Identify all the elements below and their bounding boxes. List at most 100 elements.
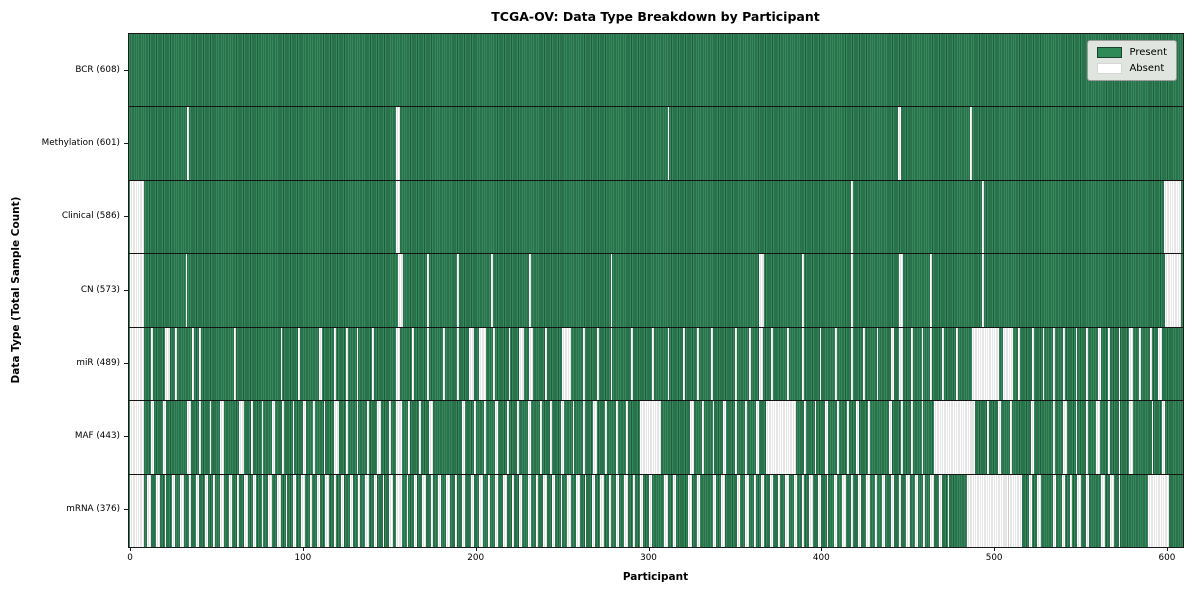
row-band-BCR bbox=[129, 34, 1183, 108]
absent-segment bbox=[982, 180, 984, 254]
absent-segment bbox=[1161, 401, 1166, 474]
absent-segment bbox=[487, 474, 490, 547]
absent-segment bbox=[349, 474, 354, 547]
absent-segment bbox=[600, 474, 604, 547]
absent-segment bbox=[1061, 474, 1066, 547]
y-tick-mark bbox=[124, 69, 128, 71]
row-band-Methylation bbox=[129, 107, 1183, 181]
absent-segment bbox=[408, 401, 411, 474]
absent-segment bbox=[171, 474, 176, 547]
absent-segment bbox=[745, 474, 749, 547]
y-tick-label: Methylation (601) bbox=[41, 137, 120, 148]
absent-segment bbox=[942, 327, 945, 401]
absent-segment bbox=[710, 327, 713, 401]
legend-absent-label: Absent bbox=[1129, 63, 1165, 74]
absent-segment bbox=[837, 401, 839, 474]
absent-segment bbox=[1101, 474, 1105, 547]
absent-segment bbox=[252, 474, 257, 547]
absent-segment bbox=[372, 327, 374, 401]
absent-segment bbox=[1053, 474, 1057, 547]
x-tick-label: 600 bbox=[1158, 553, 1176, 563]
absent-segment bbox=[735, 327, 737, 401]
absent-segment bbox=[237, 474, 240, 547]
absent-segment bbox=[318, 327, 323, 401]
absent-segment bbox=[911, 327, 914, 401]
y-tick-label: CN (573) bbox=[80, 284, 120, 295]
absent-segment bbox=[938, 474, 943, 547]
absent-segment bbox=[164, 327, 170, 401]
legend-present-label: Present bbox=[1129, 47, 1167, 58]
absent-segment bbox=[334, 474, 336, 547]
y-tick-mark bbox=[124, 216, 128, 218]
absent-segment bbox=[652, 327, 654, 401]
absent-segment bbox=[1129, 327, 1133, 401]
row-band-MAF bbox=[129, 401, 1183, 475]
row-band-CN bbox=[129, 254, 1183, 328]
absent-segment bbox=[175, 327, 177, 401]
absent-segment bbox=[1075, 327, 1078, 401]
absent-segment bbox=[468, 327, 475, 401]
absent-segment bbox=[382, 474, 385, 547]
absent-segment bbox=[850, 180, 853, 254]
absent-segment bbox=[921, 401, 924, 474]
absent-segment bbox=[430, 474, 433, 547]
absent-segment bbox=[876, 327, 879, 401]
absent-segment bbox=[615, 474, 620, 547]
absent-segment bbox=[418, 401, 421, 474]
absent-segment bbox=[1165, 254, 1181, 327]
absent-segment bbox=[605, 401, 608, 474]
absent-segment bbox=[544, 327, 547, 401]
absent-segment bbox=[862, 327, 865, 401]
absent-segment bbox=[584, 474, 587, 547]
absent-segment bbox=[309, 474, 312, 547]
absent-segment bbox=[543, 474, 547, 547]
absent-segment bbox=[833, 474, 838, 547]
legend-item-absent: Absent bbox=[1097, 63, 1167, 74]
absent-segment bbox=[519, 474, 523, 547]
absent-segment bbox=[850, 254, 853, 327]
absent-segment bbox=[443, 327, 445, 401]
absent-segment bbox=[759, 327, 763, 401]
absent-segment bbox=[479, 474, 483, 547]
absent-segment bbox=[503, 474, 507, 547]
absent-segment bbox=[1148, 474, 1169, 547]
absent-segment bbox=[282, 401, 284, 474]
absent-segment bbox=[809, 474, 813, 547]
x-tick-mark bbox=[1166, 547, 1168, 551]
absent-segment bbox=[356, 401, 359, 474]
y-tick-label: MAF (443) bbox=[74, 431, 120, 442]
absent-segment bbox=[1085, 327, 1088, 401]
x-tick-mark bbox=[994, 547, 996, 551]
absent-segment bbox=[1009, 401, 1012, 474]
absent-segment bbox=[494, 474, 499, 547]
absent-segment bbox=[301, 474, 305, 547]
y-tick-mark bbox=[124, 289, 128, 291]
absent-segment bbox=[890, 474, 895, 547]
absent-segment bbox=[1042, 327, 1045, 401]
absent-segment bbox=[220, 401, 224, 474]
absent-segment bbox=[398, 254, 404, 327]
absent-segment bbox=[947, 474, 950, 547]
absent-segment bbox=[648, 474, 653, 547]
absent-segment bbox=[396, 474, 402, 547]
absent-segment bbox=[491, 254, 494, 327]
absent-segment bbox=[722, 401, 727, 474]
absent-segment bbox=[130, 327, 145, 401]
absent-segment bbox=[688, 474, 692, 547]
absent-segment bbox=[164, 474, 167, 547]
absent-segment bbox=[560, 474, 563, 547]
absent-segment bbox=[180, 474, 184, 547]
absent-segment bbox=[850, 474, 853, 547]
absent-segment bbox=[930, 254, 933, 327]
absent-segment bbox=[697, 474, 701, 547]
absent-segment bbox=[150, 327, 153, 401]
absent-segment bbox=[888, 401, 893, 474]
absent-segment bbox=[512, 474, 514, 547]
absent-segment bbox=[850, 327, 853, 401]
absent-segment bbox=[826, 474, 829, 547]
absent-segment bbox=[325, 474, 329, 547]
absent-segment bbox=[1002, 327, 1014, 401]
absent-segment bbox=[209, 401, 212, 474]
y-tick-label: mRNA (376) bbox=[66, 504, 120, 515]
absent-segment bbox=[923, 474, 926, 547]
